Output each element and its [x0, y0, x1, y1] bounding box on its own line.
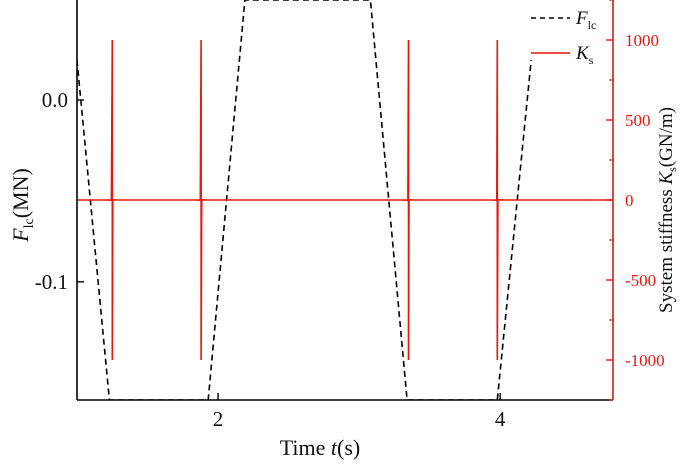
legend-label-flc: Flc: [575, 8, 596, 32]
series-ks-line: [77, 39, 613, 361]
series-layer: [77, 0, 613, 400]
y-right-tick-label: 1000: [625, 31, 659, 50]
x-tick-label: 2: [213, 407, 224, 431]
y-axis-right-label: System stiffness Ks(GN/m): [656, 107, 679, 313]
y-right-tick-label: 0: [625, 191, 634, 210]
y-right-tick-label: 500: [625, 111, 651, 130]
legend: Flc Ks: [531, 8, 596, 67]
x-tick-label: 4: [495, 407, 506, 431]
y-right-tick-label: -1000: [625, 351, 665, 370]
x-axis-label: Time t(s): [280, 435, 361, 460]
y-left-tick-label: -0.1: [35, 270, 68, 294]
y-left-tick-label: 0.0: [42, 88, 68, 112]
y-right-tick-label: -500: [625, 271, 656, 290]
ticks-layer: 2 4 0.0 -0.1 1000 500 0 -500 -1000: [35, 0, 665, 431]
y-axis-left-label: Flc(MN): [8, 168, 37, 243]
legend-label-ks: Ks: [575, 43, 594, 67]
